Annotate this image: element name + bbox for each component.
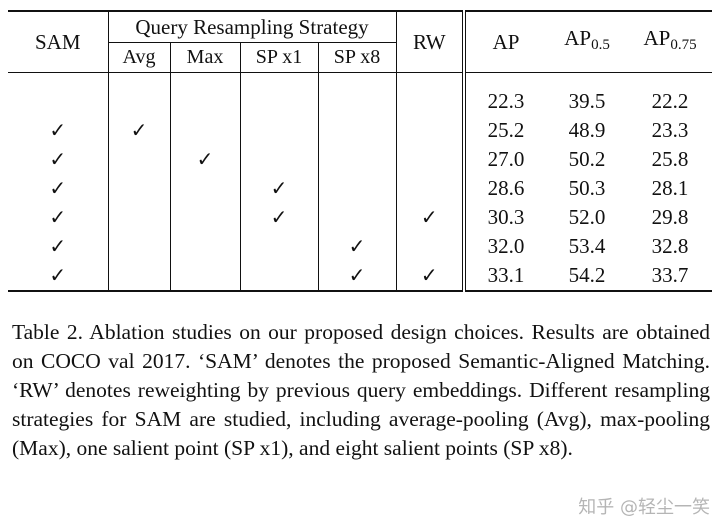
cell-rw: ✓: [395, 261, 465, 292]
cell-ap50: 48.9: [568, 118, 606, 142]
cell-ap50: 52.0: [568, 205, 606, 229]
cell-sam: ✓: [49, 147, 67, 171]
cell-rw: [395, 174, 465, 203]
cell-sam: ✓: [8, 261, 108, 292]
header-sp1: SP x1: [239, 42, 318, 73]
header-avg: Avg: [107, 42, 170, 73]
ablation-table-container: SAM Query Resampling Strategy RW AP AP0.…: [8, 10, 713, 292]
cell-avg: [107, 145, 170, 174]
table-row: ✓ ✓ ✓ 33.1 54.2 33.7: [8, 261, 713, 292]
header-sp8: SP x8: [317, 42, 397, 73]
cell-rw: [395, 87, 465, 116]
cell-sam: ✓: [49, 176, 67, 200]
cell-ap: 32.0: [462, 232, 547, 261]
cell-avg: [107, 232, 170, 261]
table-row: ✓ ✓ 28.6 50.3 28.1: [8, 174, 712, 203]
table-row: ✓ ✓ 27.0 50.2 25.8: [8, 145, 712, 174]
header-ap75: AP0.75: [628, 10, 713, 73]
cell-ap: 28.6: [462, 174, 547, 203]
cell-sp8: [317, 174, 397, 203]
watermark: 知乎 @轻尘一笑: [578, 497, 710, 518]
cell-max: [169, 232, 240, 261]
cell-ap: 27.0: [462, 145, 547, 174]
cell-sam: [8, 87, 108, 116]
header-ap50: AP0.5: [546, 10, 629, 73]
cell-ap: 30.3: [462, 203, 547, 232]
cell-sp8: [317, 87, 397, 116]
cell-max: [169, 87, 240, 116]
cell-ap50: 53.4: [568, 234, 606, 258]
table-row: ✓ ✓ ✓ 30.3 52.0 29.8: [8, 203, 712, 232]
cell-max: [169, 261, 240, 292]
cell-sp1: [239, 261, 318, 292]
cell-ap: 33.1: [462, 261, 547, 292]
cell-sp1: [239, 116, 318, 145]
cell-ap50: 50.3: [568, 176, 606, 200]
cell-sp8: [317, 116, 397, 145]
table-body: 22.3 39.5 22.2 ✓ ✓ 25.2 48.9 23.3 ✓ ✓ 27.0 50.2 25.8…: [8, 72, 713, 292]
cell-sp1: ✓: [239, 203, 318, 232]
cell-avg: [107, 203, 170, 232]
cell-rw: [395, 145, 465, 174]
cell-ap75: 33.7: [628, 261, 713, 292]
cell-ap50: 54.2: [546, 261, 629, 292]
cell-rw: [395, 232, 465, 261]
cell-sam: ✓: [49, 234, 67, 258]
table-row: ✓ ✓ 25.2 48.9 23.3: [8, 116, 712, 145]
cell-sp1: [239, 145, 318, 174]
cell-avg: ✓: [107, 116, 170, 145]
cell-max: ✓: [169, 145, 240, 174]
cell-ap75: 28.1: [651, 176, 689, 200]
cell-avg: [107, 174, 170, 203]
header-sam: SAM: [8, 10, 108, 73]
cell-max: [169, 174, 240, 203]
cell-ap: 25.2: [462, 116, 547, 145]
cell-max: [169, 116, 240, 145]
cell-ap50: 39.5: [568, 89, 606, 113]
cell-sp8: [317, 203, 397, 232]
cell-avg: [107, 87, 170, 116]
cell-ap75: 22.2: [651, 89, 689, 113]
cell-sp8: [317, 145, 397, 174]
cell-rw: ✓: [395, 203, 465, 232]
ablation-table: SAM Query Resampling Strategy RW AP AP0.…: [8, 10, 713, 292]
cell-ap75: 29.8: [651, 205, 689, 229]
cell-sp8: ✓: [317, 232, 397, 261]
cell-ap50: 50.2: [568, 147, 606, 171]
cell-avg: [107, 261, 170, 292]
cell-sp1: ✓: [239, 174, 318, 203]
header-query-resampling: Query Resampling Strategy: [107, 10, 397, 43]
cell-sam: ✓: [49, 205, 67, 229]
table-row: 22.3 39.5 22.2: [8, 87, 712, 116]
table-caption: Table 2. Ablation studies on our propose…: [12, 320, 710, 460]
cell-rw: [395, 116, 465, 145]
cell-max: [169, 203, 240, 232]
header-rw: RW: [395, 10, 465, 73]
header-max: Max: [169, 42, 240, 73]
cell-ap75: 25.8: [651, 147, 689, 171]
cell-sp1: [239, 87, 318, 116]
cell-ap75: 32.8: [651, 234, 689, 258]
table-spacer-row: [8, 72, 712, 87]
cell-sam: ✓: [49, 118, 67, 142]
cell-ap75: 23.3: [651, 118, 689, 142]
cell-sp1: [239, 232, 318, 261]
header-ap: AP: [462, 10, 547, 73]
cell-sp8: ✓: [317, 261, 397, 292]
table-row: ✓ ✓ 32.0 53.4 32.8: [8, 232, 712, 261]
cell-ap: 22.3: [462, 87, 547, 116]
